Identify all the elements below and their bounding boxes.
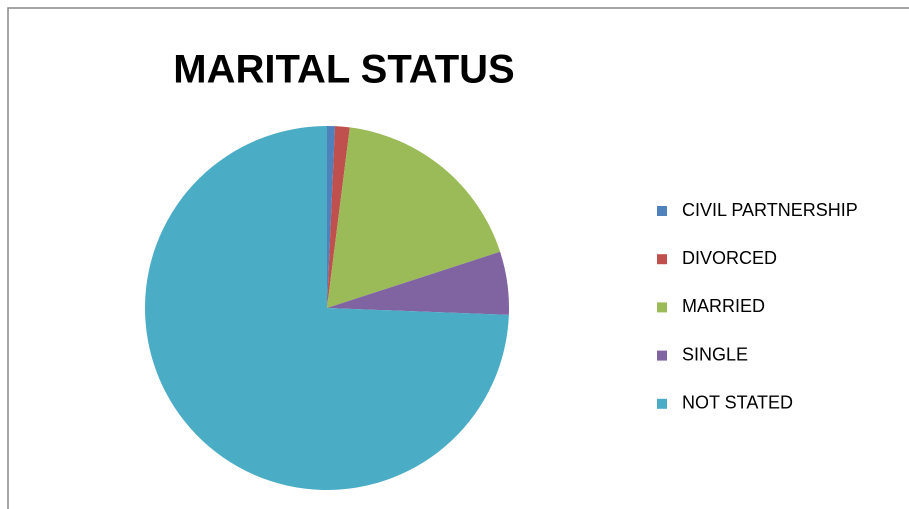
legend-label: DIVORCED (682, 248, 777, 268)
legend-swatch (657, 398, 667, 409)
chart-title: MARITAL STATUS (173, 48, 514, 92)
pie-slice (327, 251, 510, 315)
legend-label: CIVIL PARTNERSHIP (682, 200, 858, 220)
pie-slice (144, 126, 509, 490)
legend-swatch (657, 350, 667, 361)
legend-swatch (657, 254, 667, 265)
legend-swatch (657, 302, 667, 313)
legend-swatch (657, 206, 667, 216)
legend-label: MARRIED (682, 296, 765, 316)
legend-label: SINGLE (682, 344, 748, 364)
legend-label: NOT STATED (682, 393, 793, 413)
pie-slice (327, 126, 350, 309)
pie-slice (327, 126, 336, 308)
pie-slice (327, 127, 501, 309)
